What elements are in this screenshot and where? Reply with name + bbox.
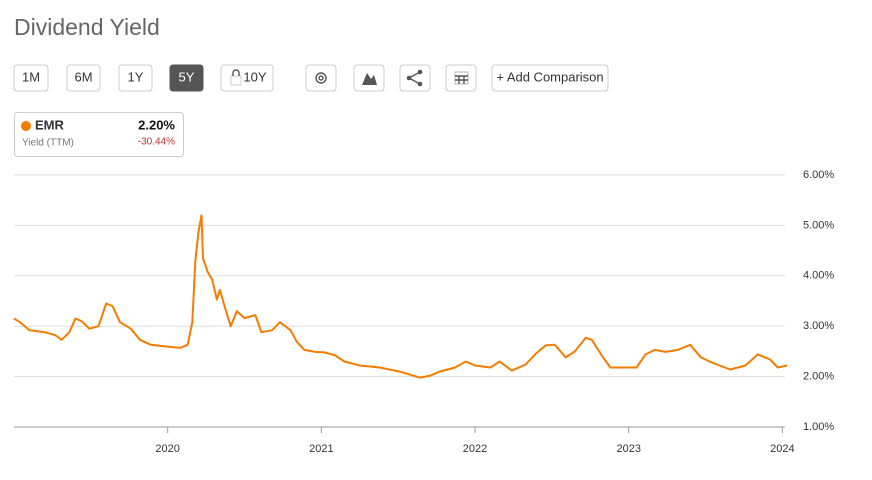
x-tick-label: 2022 xyxy=(463,443,487,455)
y-tick-label: 1.00% xyxy=(803,421,834,433)
y-tick-label: 6.00% xyxy=(803,169,834,181)
x-tick-label: 2021 xyxy=(309,443,333,455)
range-button[interactable]: 5Y xyxy=(169,64,204,92)
legend-name: EMR xyxy=(35,117,65,132)
settings-button[interactable] xyxy=(305,64,337,92)
add-comparison-button[interactable]: + Add Comparison xyxy=(491,64,609,92)
button-bg xyxy=(66,64,101,92)
y-tick-label: 4.00% xyxy=(803,270,834,282)
range-button[interactable]: 6M xyxy=(66,64,101,92)
range-button[interactable]: 10Y xyxy=(220,64,274,92)
legend-change: -30.44% xyxy=(138,137,175,148)
yield-line xyxy=(13,214,788,379)
button-label: 10Y xyxy=(243,69,266,84)
plot-area: 1.00% 2.00% 3.00% 4.00% 5.00% 6.00% 2020 2021 20… xyxy=(13,169,834,455)
toolbar: 1M 6M 1Y 5Y 10Y xyxy=(13,64,274,92)
range-button[interactable]: 1Y xyxy=(118,64,153,92)
button-bg xyxy=(169,64,204,92)
button-label: 5Y xyxy=(179,69,195,84)
chart-type-button[interactable] xyxy=(353,64,385,92)
add-comparison-label: + Add Comparison xyxy=(496,69,603,84)
legend-metric: Yield (TTM) xyxy=(22,138,74,149)
legend-box: EMR 2.20% Yield (TTM) -30.44% xyxy=(14,112,184,157)
x-tick-label: 2023 xyxy=(616,443,640,455)
x-tick-label: 2020 xyxy=(155,443,179,455)
y-tick-label: 2.00% xyxy=(803,371,834,383)
button-label: 1Y xyxy=(128,69,144,84)
y-tick-label: 5.00% xyxy=(803,219,834,231)
y-tick-label: 3.00% xyxy=(803,320,834,332)
range-button[interactable]: 1M xyxy=(13,64,49,92)
button-label: 1M xyxy=(22,69,40,84)
button-bg xyxy=(13,64,49,92)
chart-title: Dividend Yield xyxy=(14,14,160,40)
table-button[interactable] xyxy=(445,64,477,92)
x-tick-label: 2024 xyxy=(770,443,794,455)
button-bg xyxy=(118,64,153,92)
legend-value: 2.20% xyxy=(138,117,175,132)
legend-marker xyxy=(21,121,31,131)
lock-icon xyxy=(230,75,242,86)
button-label: 6M xyxy=(74,69,92,84)
share-button[interactable] xyxy=(399,64,431,92)
lock-shackle xyxy=(232,69,240,76)
